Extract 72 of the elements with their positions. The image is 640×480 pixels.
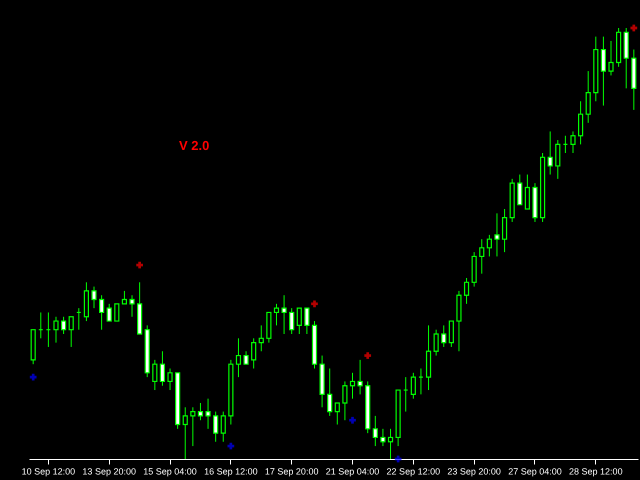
candlestick <box>220 411 226 442</box>
x-tick-label: 21 Sep 04:00 <box>326 466 380 476</box>
candlestick <box>372 415 378 447</box>
x-tick-label: 16 Sep 12:00 <box>204 466 258 476</box>
candlestick <box>380 428 386 447</box>
candlestick <box>448 320 454 348</box>
candlestick <box>251 338 256 369</box>
point <box>630 24 638 32</box>
candlestick <box>296 308 302 335</box>
candlestick <box>334 402 340 426</box>
annotation: V 2.0 <box>179 138 210 153</box>
candlestick <box>61 316 66 335</box>
candlestick <box>91 286 97 309</box>
candlestick <box>114 303 120 322</box>
candlestick <box>502 208 508 253</box>
candlestick <box>327 368 332 416</box>
point <box>394 456 402 462</box>
candlestick <box>441 324 446 348</box>
candlestick <box>167 368 173 391</box>
candlestick <box>99 294 104 330</box>
candlestick <box>494 212 500 257</box>
candlestick <box>586 70 591 124</box>
candlestick <box>410 372 416 400</box>
x-tick-label: 10 Sep 12:00 <box>22 466 76 476</box>
candlestick <box>274 303 280 326</box>
candlestick <box>152 359 158 391</box>
candlestick <box>524 174 530 210</box>
candlestick <box>304 308 310 335</box>
candlestick <box>258 324 264 352</box>
x-tick-label: 13 Sep 20:00 <box>82 466 136 476</box>
candlestick <box>205 398 211 430</box>
candlestick <box>570 130 576 154</box>
x-tick-label: 27 Sep 04:00 <box>508 466 562 476</box>
point <box>364 352 372 359</box>
point <box>311 300 318 308</box>
candlestick <box>160 350 166 386</box>
candlestick <box>464 277 470 304</box>
candlestick <box>213 411 218 442</box>
x-tick-label: 15 Sep 04:00 <box>143 466 197 476</box>
candlestick <box>129 294 135 318</box>
candlestick <box>190 406 196 447</box>
candlestick <box>486 234 492 257</box>
point <box>136 262 143 268</box>
x-tick-label: 22 Sep 12:00 <box>386 466 440 476</box>
candlestick <box>350 372 356 400</box>
candlestick <box>555 140 560 180</box>
x-tick-label: 17 Sep 20:00 <box>264 466 318 476</box>
candlestick <box>198 402 204 421</box>
point <box>349 416 356 424</box>
x-tick-label: 23 Sep 20:00 <box>447 466 501 476</box>
candlestick <box>236 338 242 378</box>
candlestick <box>281 294 287 335</box>
candlestick <box>68 316 74 348</box>
candlestick <box>434 329 439 356</box>
candlestick <box>517 174 522 206</box>
candlestick <box>479 238 484 274</box>
candlestick <box>608 40 614 76</box>
candlestick <box>122 290 128 304</box>
candlestick <box>342 380 348 421</box>
candlestick <box>243 350 249 365</box>
x-tick-label: 28 Sep 12:00 <box>569 466 623 476</box>
candlestick <box>289 308 294 335</box>
candlestick <box>600 36 606 106</box>
candlestick <box>358 359 363 395</box>
candlestick <box>53 316 59 344</box>
candlestick <box>578 100 584 145</box>
candlestick <box>548 130 553 176</box>
point <box>30 374 37 380</box>
point <box>228 442 234 450</box>
candlestick <box>182 406 188 460</box>
candlestick <box>106 303 112 322</box>
candlestick <box>388 428 394 460</box>
